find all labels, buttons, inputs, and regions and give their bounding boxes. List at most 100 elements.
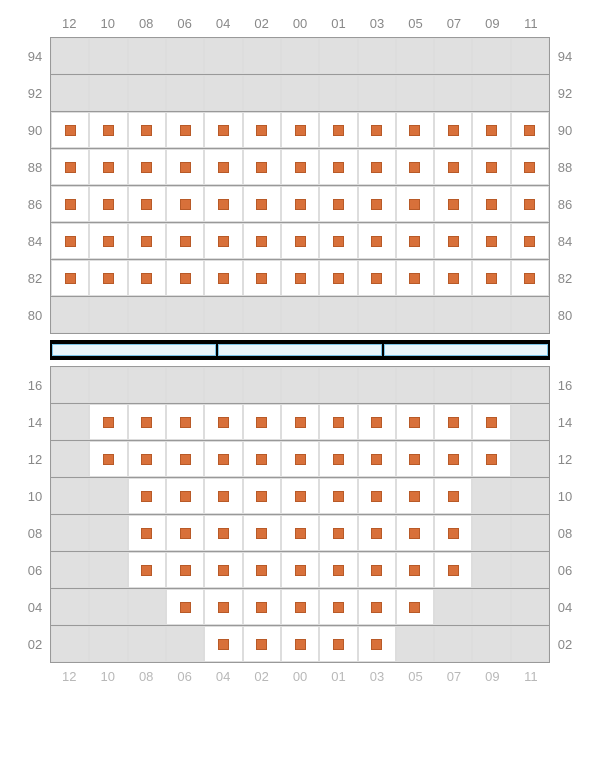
seat-cell[interactable] [166, 223, 204, 259]
seat-cell[interactable] [358, 626, 396, 662]
seat-cell[interactable] [243, 223, 281, 259]
seat-cell[interactable] [128, 112, 166, 148]
seat-cell[interactable] [51, 186, 89, 222]
seat-cell[interactable] [281, 260, 319, 296]
seat-cell[interactable] [396, 478, 434, 514]
seat-cell[interactable] [166, 404, 204, 440]
seat-cell[interactable] [128, 404, 166, 440]
seat-cell[interactable] [434, 515, 472, 551]
seat-cell[interactable] [89, 149, 127, 185]
seat-cell[interactable] [319, 260, 357, 296]
seat-cell[interactable] [128, 260, 166, 296]
seat-cell[interactable] [51, 223, 89, 259]
seat-cell[interactable] [243, 112, 281, 148]
seat-cell[interactable] [319, 149, 357, 185]
seat-cell[interactable] [281, 186, 319, 222]
seat-cell[interactable] [166, 112, 204, 148]
seat-cell[interactable] [472, 112, 510, 148]
seat-cell[interactable] [319, 515, 357, 551]
seat-cell[interactable] [396, 186, 434, 222]
seat-cell[interactable] [281, 515, 319, 551]
seat-cell[interactable] [281, 149, 319, 185]
seat-cell[interactable] [396, 223, 434, 259]
seat-cell[interactable] [358, 441, 396, 477]
seat-cell[interactable] [358, 149, 396, 185]
seat-cell[interactable] [128, 441, 166, 477]
seat-cell[interactable] [166, 515, 204, 551]
seat-cell[interactable] [243, 149, 281, 185]
seat-cell[interactable] [204, 626, 242, 662]
seat-cell[interactable] [281, 552, 319, 588]
seat-cell[interactable] [358, 589, 396, 625]
seat-cell[interactable] [166, 149, 204, 185]
seat-cell[interactable] [51, 260, 89, 296]
seat-cell[interactable] [358, 186, 396, 222]
seat-cell[interactable] [89, 186, 127, 222]
seat-cell[interactable] [319, 589, 357, 625]
seat-cell[interactable] [89, 260, 127, 296]
seat-cell[interactable] [243, 626, 281, 662]
seat-cell[interactable] [396, 552, 434, 588]
seat-cell[interactable] [472, 260, 510, 296]
seat-cell[interactable] [128, 223, 166, 259]
seat-cell[interactable] [396, 260, 434, 296]
seat-cell[interactable] [204, 441, 242, 477]
seat-cell[interactable] [204, 112, 242, 148]
seat-cell[interactable] [89, 223, 127, 259]
seat-cell[interactable] [511, 112, 549, 148]
seat-cell[interactable] [281, 478, 319, 514]
seat-cell[interactable] [204, 515, 242, 551]
seat-cell[interactable] [434, 552, 472, 588]
seat-cell[interactable] [281, 112, 319, 148]
seat-cell[interactable] [358, 404, 396, 440]
seat-cell[interactable] [319, 186, 357, 222]
seat-cell[interactable] [319, 112, 357, 148]
seat-cell[interactable] [511, 223, 549, 259]
seat-cell[interactable] [396, 404, 434, 440]
seat-cell[interactable] [204, 478, 242, 514]
seat-cell[interactable] [358, 223, 396, 259]
seat-cell[interactable] [472, 223, 510, 259]
seat-cell[interactable] [166, 260, 204, 296]
seat-cell[interactable] [434, 186, 472, 222]
seat-cell[interactable] [204, 149, 242, 185]
seat-cell[interactable] [358, 260, 396, 296]
seat-cell[interactable] [319, 223, 357, 259]
seat-cell[interactable] [89, 112, 127, 148]
seat-cell[interactable] [204, 589, 242, 625]
seat-cell[interactable] [166, 441, 204, 477]
seat-cell[interactable] [166, 186, 204, 222]
seat-cell[interactable] [472, 441, 510, 477]
seat-cell[interactable] [281, 589, 319, 625]
seat-cell[interactable] [281, 404, 319, 440]
seat-cell[interactable] [243, 552, 281, 588]
seat-cell[interactable] [434, 149, 472, 185]
seat-cell[interactable] [128, 552, 166, 588]
seat-cell[interactable] [281, 441, 319, 477]
seat-cell[interactable] [243, 441, 281, 477]
seat-cell[interactable] [128, 478, 166, 514]
seat-cell[interactable] [166, 589, 204, 625]
seat-cell[interactable] [204, 260, 242, 296]
seat-cell[interactable] [434, 478, 472, 514]
seat-cell[interactable] [204, 404, 242, 440]
seat-cell[interactable] [434, 112, 472, 148]
seat-cell[interactable] [319, 404, 357, 440]
seat-cell[interactable] [396, 515, 434, 551]
seat-cell[interactable] [243, 589, 281, 625]
seat-cell[interactable] [434, 404, 472, 440]
seat-cell[interactable] [281, 223, 319, 259]
seat-cell[interactable] [434, 223, 472, 259]
seat-cell[interactable] [243, 478, 281, 514]
seat-cell[interactable] [396, 112, 434, 148]
seat-cell[interactable] [358, 515, 396, 551]
seat-cell[interactable] [281, 626, 319, 662]
seat-cell[interactable] [243, 515, 281, 551]
seat-cell[interactable] [434, 441, 472, 477]
seat-cell[interactable] [319, 441, 357, 477]
seat-cell[interactable] [89, 441, 127, 477]
seat-cell[interactable] [128, 186, 166, 222]
seat-cell[interactable] [51, 149, 89, 185]
seat-cell[interactable] [319, 552, 357, 588]
seat-cell[interactable] [204, 223, 242, 259]
